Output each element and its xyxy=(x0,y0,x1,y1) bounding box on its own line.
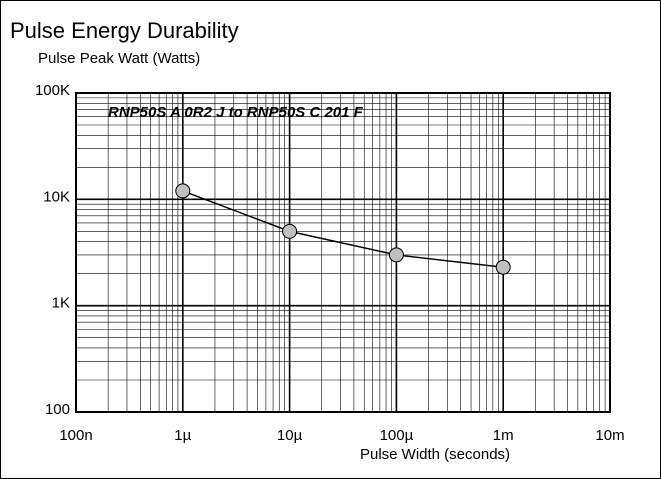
x-tick-label: 100µ xyxy=(380,427,414,444)
y-tick-label: 100 xyxy=(45,401,70,418)
x-tick-label: 10µ xyxy=(277,427,303,444)
x-tick-label: 100n xyxy=(59,427,92,444)
y-tick-label: 1K xyxy=(52,295,70,312)
marker xyxy=(282,223,298,239)
x-tick-label: 1µ xyxy=(174,427,191,444)
x-tick-label: 1m xyxy=(493,427,514,444)
marker xyxy=(175,183,191,199)
x-axis-label: Pulse Width (seconds) xyxy=(360,446,510,463)
y-tick-label: 100K xyxy=(35,82,70,99)
plot-frame xyxy=(75,92,611,413)
y-axis-label: Pulse Peak Watt (Watts) xyxy=(38,50,200,67)
annotation: RNP50S A 0R2 J to RNP50S C 201 F xyxy=(108,104,364,121)
chart-title: Pulse Energy Durability xyxy=(10,18,239,43)
y-tick-label: 10K xyxy=(43,188,70,205)
marker xyxy=(495,259,511,275)
marker xyxy=(388,247,404,263)
line xyxy=(182,190,504,268)
x-tick-label: 10m xyxy=(595,427,624,444)
